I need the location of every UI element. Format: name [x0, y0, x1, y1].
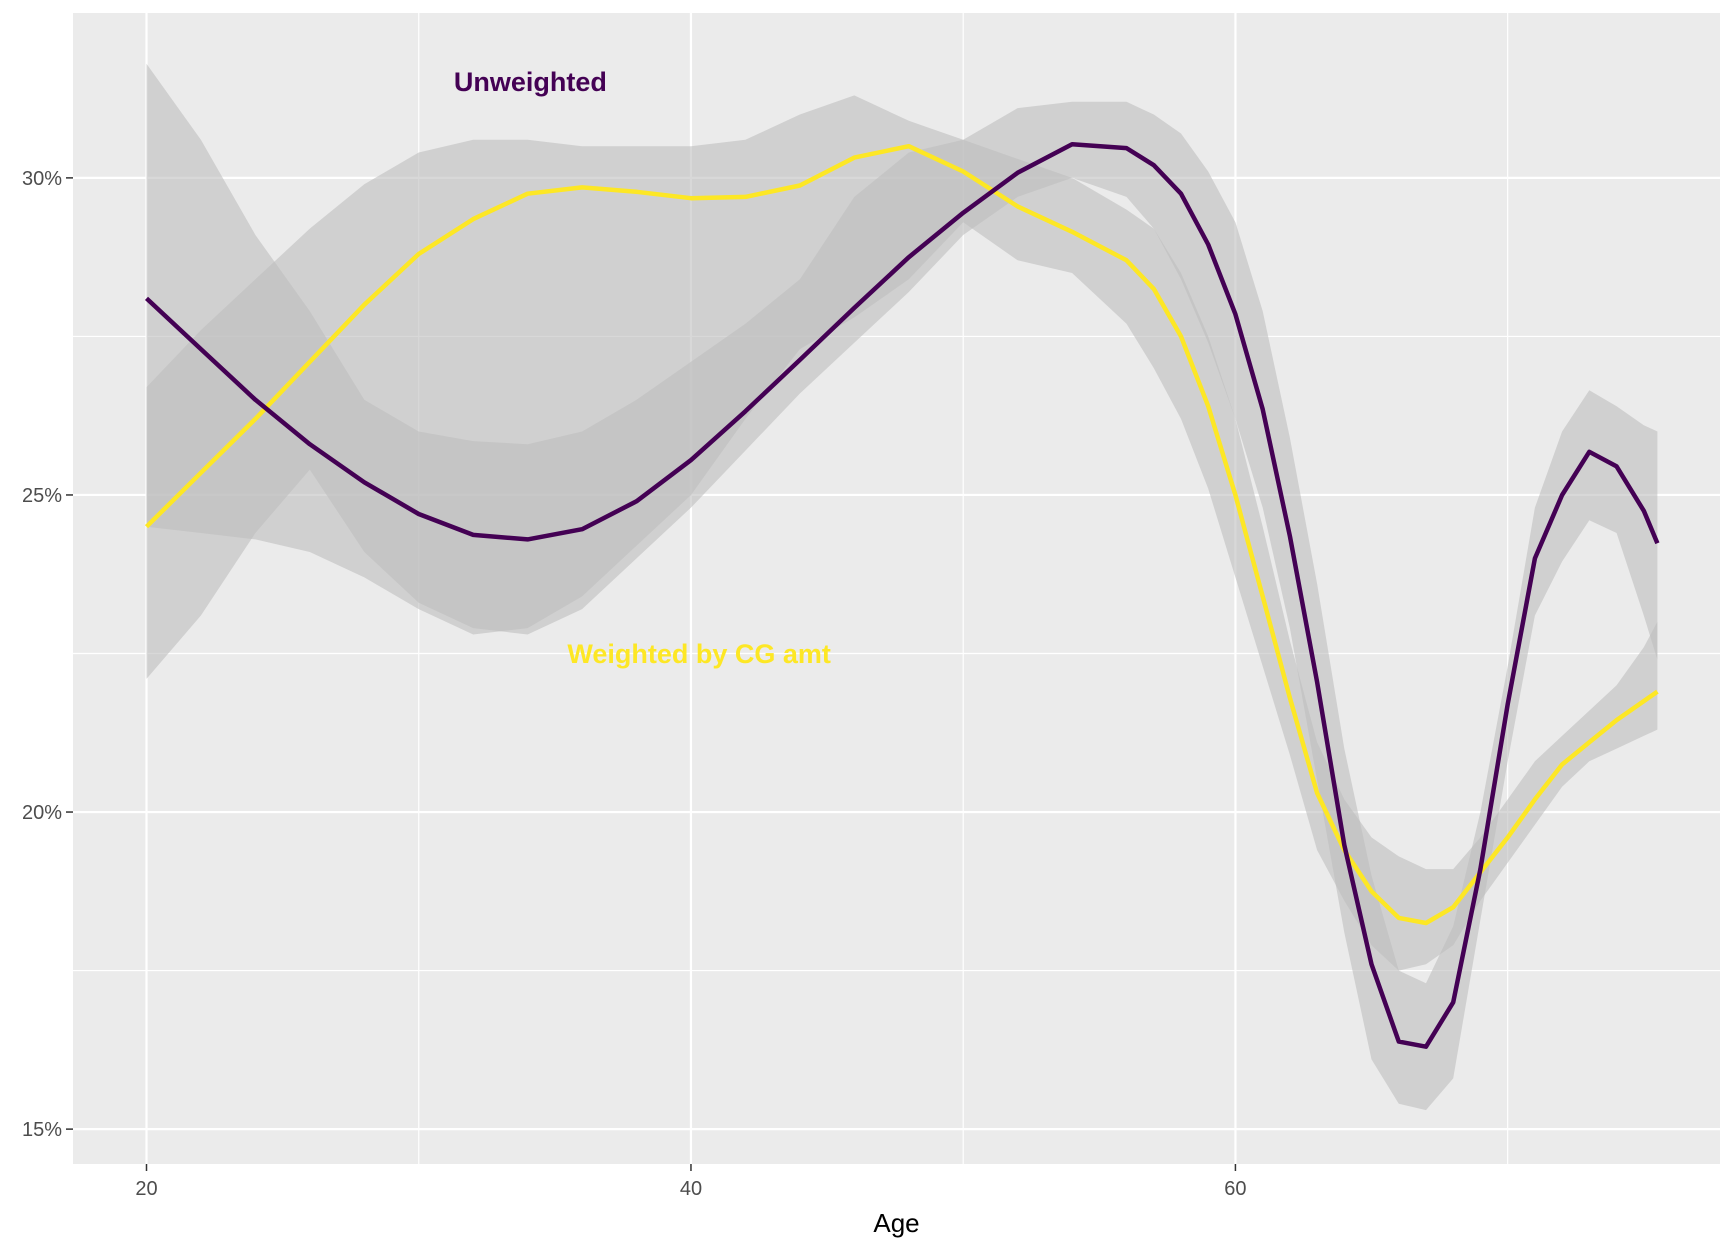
- weighted-annotation-label: Weighted by CG amt: [567, 639, 831, 669]
- x-axis-title: Age: [873, 1208, 919, 1238]
- x-tick-label: 60: [1224, 1178, 1246, 1200]
- annotations: Unweighted Weighted by CG amt: [454, 67, 831, 669]
- weighted-confidence-ribbon: [146, 95, 1658, 971]
- y-tick-label: 25%: [22, 485, 62, 507]
- x-tick-label: 40: [680, 1178, 702, 1200]
- y-tick-label: 15%: [22, 1119, 62, 1141]
- y-tick-label: 30%: [22, 168, 62, 190]
- axes: 20 40 60 15% 20% 25% 30%: [22, 168, 1247, 1200]
- x-tick-label: 20: [135, 1178, 157, 1200]
- unweighted-annotation-label: Unweighted: [454, 67, 607, 97]
- confidence-ribbons: [146, 63, 1658, 1111]
- smooth-lines: [144, 142, 1660, 1049]
- y-tick-label: 20%: [22, 802, 62, 824]
- unweighted-series-line: [144, 142, 1660, 1049]
- weighted-series-line: [144, 143, 1659, 926]
